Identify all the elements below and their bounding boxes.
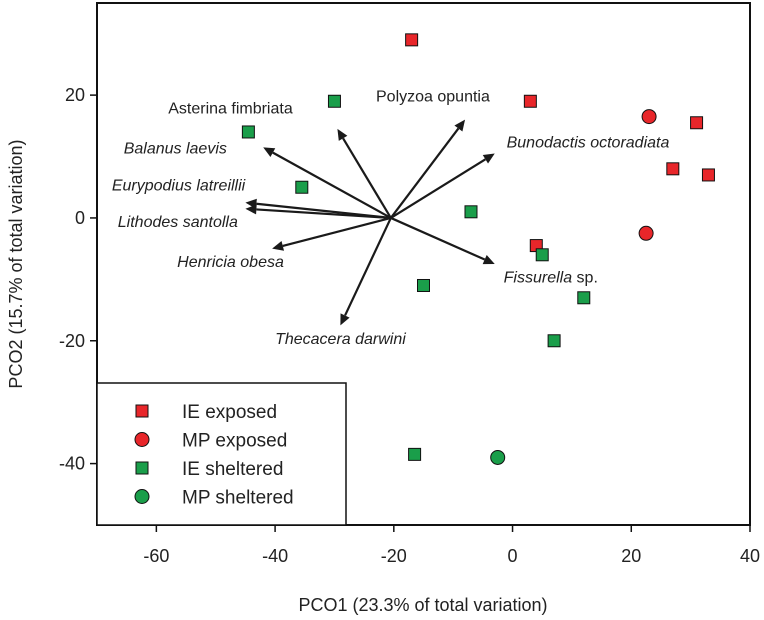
vector-arrow-head (272, 241, 285, 251)
legend-label: IE exposed (182, 402, 277, 423)
vector-label-part: Balanus laevis (124, 140, 227, 157)
data-point (577, 291, 591, 305)
y-axis-title: PCO2 (15.7% of total variation) (6, 139, 26, 388)
legend-swatch (134, 489, 150, 504)
tick-layer: -60 -40 -20 0 20 40 -40 -20 0 20 (59, 85, 760, 566)
data-point (690, 116, 704, 130)
data-point (490, 449, 506, 465)
data-point (241, 125, 255, 139)
vector-label-part: Eurypodius latreillii (112, 177, 246, 194)
vector-layer: Asterina fimbriata Polyzoa opuntia Bunodac… (112, 88, 670, 348)
data-point (464, 205, 478, 219)
x-tick-label: 0 (508, 546, 518, 566)
vector-label-part: sp. (572, 269, 598, 286)
vector-arrow-shaft (389, 127, 460, 219)
vector-label-part: Polyzoa opuntia (376, 88, 490, 105)
vector-label: Thecacera darwini (275, 331, 406, 348)
y-tick-label: 20 (65, 85, 85, 105)
vector-label-part: Thecacera darwini (275, 331, 406, 348)
data-point (408, 447, 422, 461)
vector-arrow-shaft (342, 137, 392, 219)
data-point (547, 334, 561, 348)
vector-arrow-head (340, 313, 350, 326)
vector-label: Eurypodius latreillii (112, 177, 246, 194)
x-tick-label: -40 (262, 546, 288, 566)
legend-swatch (135, 461, 149, 475)
vector-arrow-head (337, 128, 348, 141)
vector-arrow-shaft (256, 208, 391, 220)
vector-arrow-shaft (390, 158, 486, 219)
vector-label-part: Asterina fimbriata (168, 101, 293, 118)
x-tick-label: -60 (143, 546, 169, 566)
data-point (701, 168, 715, 182)
vector-label-part: Henricia obesa (177, 254, 284, 271)
legend-label: MP sheltered (182, 488, 294, 509)
y-tick-label: -20 (59, 331, 85, 351)
data-point (295, 180, 309, 194)
x-tick-label: 40 (740, 546, 760, 566)
data-point (417, 278, 430, 292)
vector-label: Balanus laevis (124, 140, 227, 157)
vector-arrow-shaft (344, 217, 392, 316)
legend-label: MP exposed (182, 431, 287, 452)
point-layer (241, 33, 715, 465)
vector-label: Lithodes santolla (118, 214, 238, 231)
data-point (641, 109, 657, 125)
vector-arrow-head (482, 254, 495, 265)
vector-arrow-head (263, 147, 276, 158)
y-tick-label: 0 (75, 208, 85, 228)
vector-label: Fissurella sp. (504, 269, 598, 286)
x-axis-title: PCO1 (23.3% of total variation) (298, 595, 547, 615)
data-point (523, 94, 537, 108)
legend-swatch (134, 432, 150, 447)
vector-label: Polyzoa opuntia (376, 88, 490, 105)
x-tick-label: 20 (621, 546, 641, 566)
plot-frame (96, 2, 751, 526)
y-tick-label: -40 (59, 454, 85, 474)
vector-arrow-shaft (282, 216, 392, 247)
legend-swatch (135, 404, 149, 418)
vector-arrow-shaft (390, 216, 486, 261)
legend: IE exposed MP exposed IE sheltered MP shelt… (96, 382, 347, 526)
vector-arrow-shaft (272, 151, 392, 219)
vector-label: Asterina fimbriata (168, 101, 293, 118)
legend-label: IE sheltered (182, 459, 283, 480)
vector-label-part: Bunodactis octoradiata (507, 134, 670, 151)
data-point (638, 225, 654, 241)
x-tick-label: -20 (381, 546, 407, 566)
data-point (666, 162, 680, 176)
vector-arrow-head (245, 204, 257, 215)
data-point (405, 33, 419, 47)
vector-arrow-head (454, 119, 466, 132)
vector-label-part: Lithodes santolla (118, 214, 238, 231)
vector-label: Henricia obesa (177, 254, 284, 271)
vector-label: Bunodactis octoradiata (507, 134, 670, 151)
vector-label-part: Fissurella (504, 269, 573, 286)
data-point (327, 94, 341, 108)
vector-arrow-head (482, 153, 495, 164)
data-point (535, 248, 549, 262)
